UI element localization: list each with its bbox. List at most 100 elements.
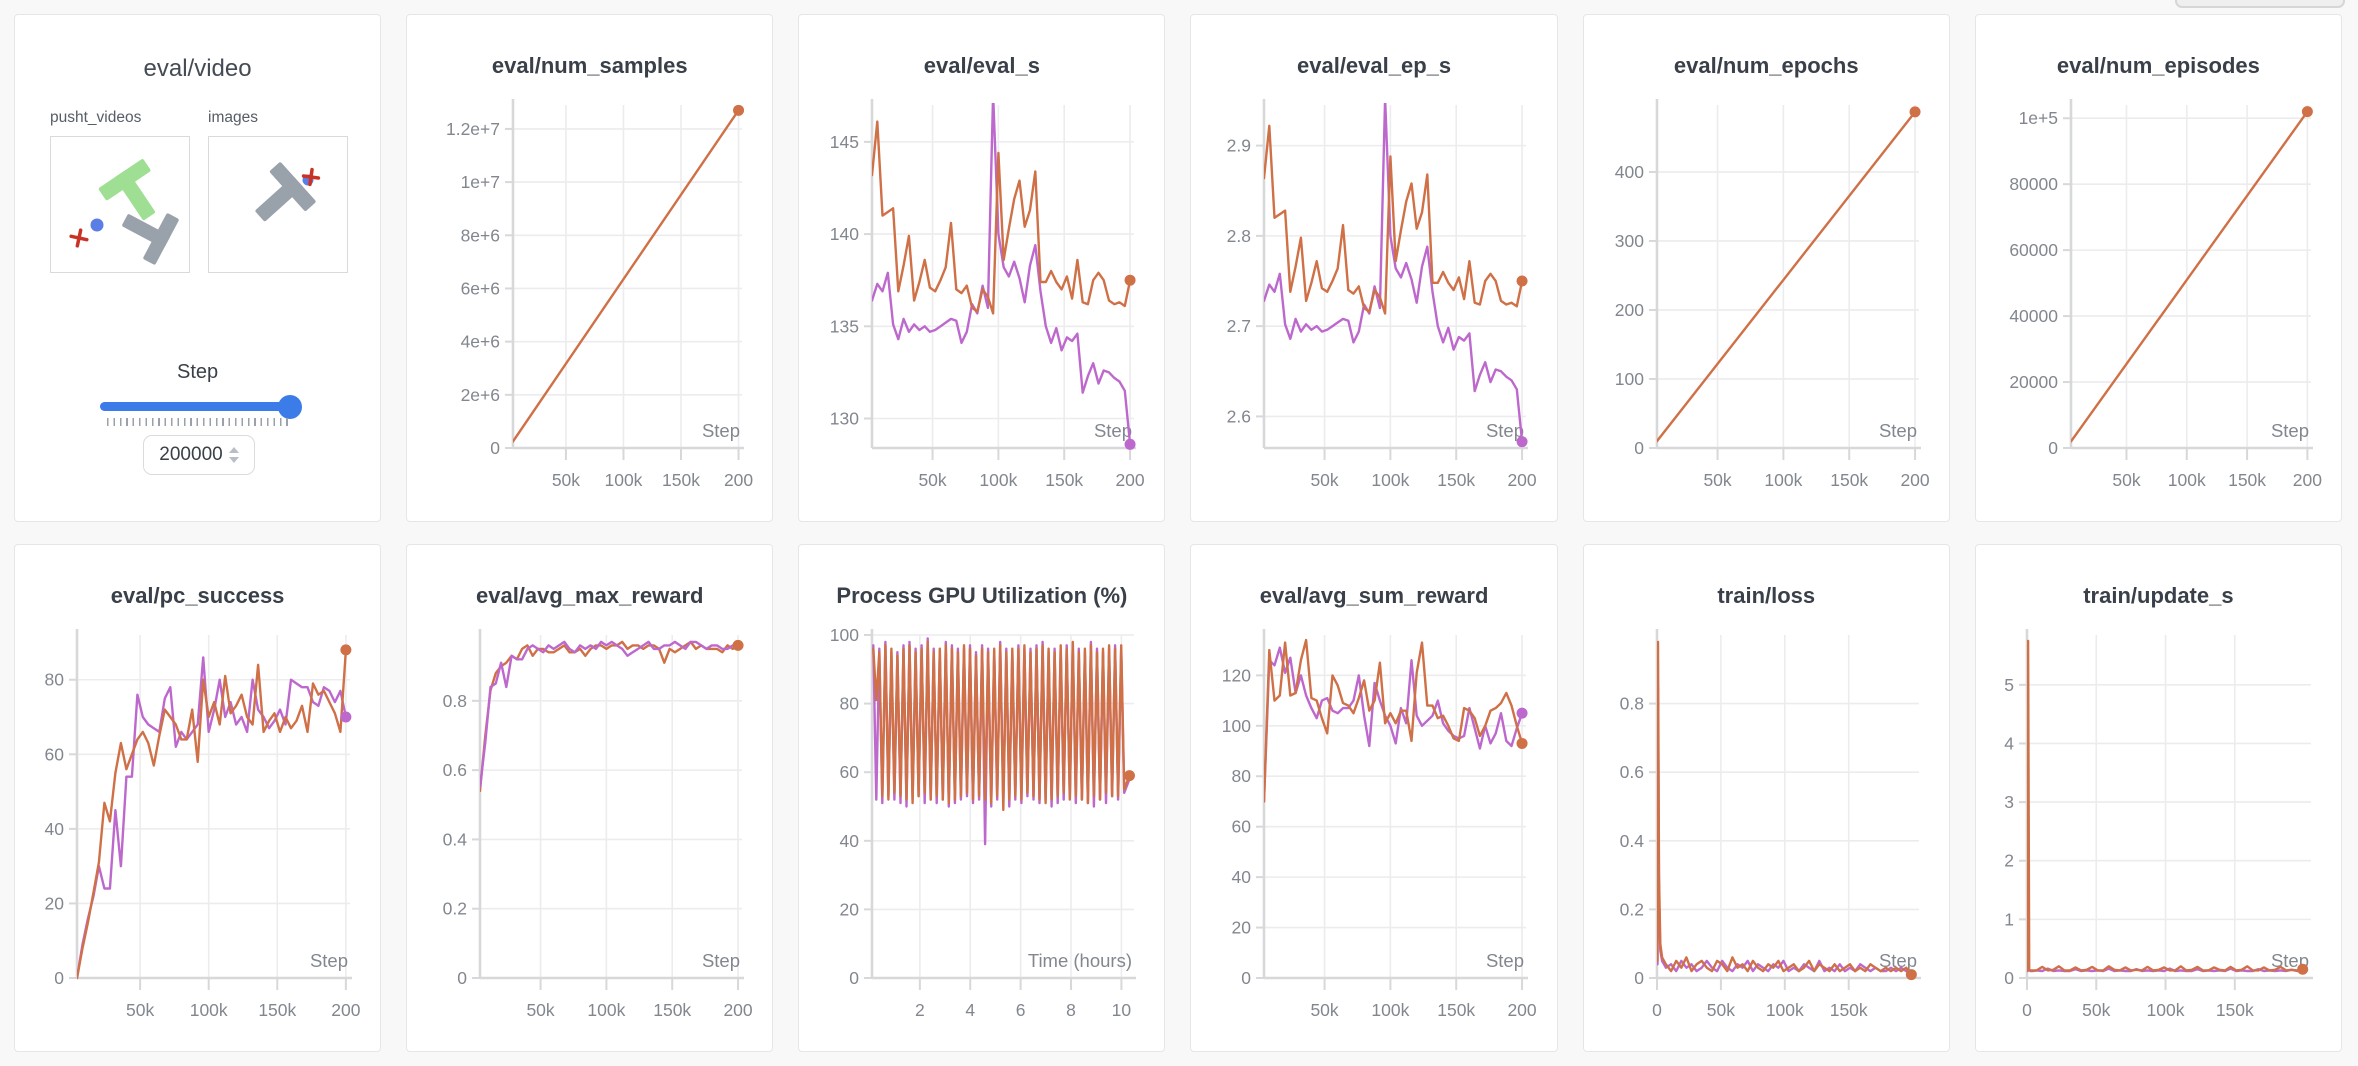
y-tick-label: 0 xyxy=(850,968,860,988)
chart-canvas-eval-avg-sum-reward[interactable]: 0 20 40 60 80 100 120 50k 100k 150k 200 Step xyxy=(1191,609,1556,1051)
video-panel-title: eval/video xyxy=(143,55,252,82)
x-tick-label: 50k xyxy=(1311,470,1339,490)
x-axis-label: Step xyxy=(2271,420,2309,441)
y-tick-label: 2 xyxy=(2004,851,2014,871)
x-tick-label: 200 xyxy=(1508,470,1537,490)
chart-canvas-train-loss[interactable]: 0 0.2 0.4 0.6 0.8 0 50k 100k 150k Step xyxy=(1584,609,1949,1051)
chart-canvas-eval-eval-ep-s[interactable]: 2.6 2.7 2.8 2.9 50k 100k 150k 200 Step xyxy=(1191,79,1556,521)
series-endpoint-dot-run-orange xyxy=(1517,275,1529,287)
panel-eval-eval-s[interactable]: eval/eval_s 130 135 140 145 50k 100k 150k 200 Ste… xyxy=(798,14,1166,522)
step-number-input[interactable]: 200000 xyxy=(143,435,255,475)
x-tick-label: 150k xyxy=(1830,470,1868,490)
panel-eval-avg-sum-reward[interactable]: eval/avg_sum_reward 0 20 40 60 80 100 120 50k 100… xyxy=(1190,544,1558,1052)
x-tick-label: 150k xyxy=(2228,470,2266,490)
series-line-run-orange xyxy=(1264,124,1524,315)
chart-canvas-eval-avg-max-reward[interactable]: 0 0.2 0.4 0.6 0.8 50k 100k 150k 200 Step xyxy=(407,609,772,1051)
x-tick-label: 200 xyxy=(2293,470,2322,490)
chart-canvas-eval-num-episodes[interactable]: 0 20000 40000 60000 80000 1e+5 50k 100k 150k 200 S… xyxy=(1976,79,2341,521)
x-tick-label: 50k xyxy=(1703,470,1731,490)
y-tick-label: 0.6 xyxy=(443,760,467,780)
y-tick-label: 0.8 xyxy=(1619,694,1643,714)
y-tick-label: 135 xyxy=(830,316,859,336)
media-item-images[interactable]: images xyxy=(208,109,349,273)
x-tick-label: 8 xyxy=(1066,1000,1076,1020)
y-tick-label: 130 xyxy=(830,408,859,428)
step-slider-track[interactable] xyxy=(100,394,302,419)
x-axis-label: Step xyxy=(1486,950,1524,971)
pusht-video-thumbnail[interactable] xyxy=(50,136,190,273)
series-line-run-purple xyxy=(1264,646,1524,803)
series-line-run-orange xyxy=(77,648,348,980)
y-tick-label: 400 xyxy=(1614,162,1643,182)
x-tick-label: 50k xyxy=(552,470,580,490)
x-tick-label: 0 xyxy=(1652,1000,1662,1020)
x-tick-label: 200 xyxy=(1900,470,1929,490)
y-tick-label: 80 xyxy=(45,670,65,690)
x-tick-label: 100k xyxy=(605,470,643,490)
x-tick-label: 100k xyxy=(2168,470,2206,490)
x-tick-label: 2 xyxy=(915,1000,925,1020)
gray-t-block xyxy=(122,213,179,265)
stepper-spinner-icon[interactable] xyxy=(228,447,239,463)
media-label: images xyxy=(208,109,258,126)
panel-eval-num-epochs[interactable]: eval/num_epochs 0 100 200 300 400 50k 100k 150k 2… xyxy=(1582,14,1950,522)
series-endpoint-dot-run-orange xyxy=(340,644,352,656)
chart-canvas-eval-eval-s[interactable]: 130 135 140 145 50k 100k 150k 200 Step xyxy=(799,79,1164,521)
x-tick-label: 4 xyxy=(966,1000,976,1020)
x-axis-label: Step xyxy=(1486,420,1524,441)
y-tick-label: 40 xyxy=(840,831,860,851)
y-tick-label: 2.9 xyxy=(1227,136,1251,156)
series-line-run-orange xyxy=(2070,110,2309,443)
y-tick-label: 60000 xyxy=(2009,240,2058,260)
panel-eval-video[interactable]: eval/video pusht_videos xyxy=(14,14,382,522)
y-tick-label: 0.6 xyxy=(1619,762,1643,782)
panel-train-loss[interactable]: train/loss 0 0.2 0.4 0.6 0.8 0 50k 100k 150k Step xyxy=(1582,544,1950,1052)
panel-train-update-s[interactable]: train/update_s 0 1 2 3 4 5 0 50k 100k 150k Step xyxy=(1974,544,2342,1052)
series-endpoint-dot-run-purple xyxy=(1517,436,1529,448)
panel-eval-pc-success[interactable]: eval/pc_success 0 20 40 60 80 50k 100k 150k 200 St… xyxy=(14,544,382,1052)
panel-eval-num-episodes[interactable]: eval/num_episodes 0 20000 40000 60000 80000 1e… xyxy=(1974,14,2342,522)
x-tick-label: 200 xyxy=(331,1000,360,1020)
x-tick-label: 50k xyxy=(2082,1000,2110,1020)
y-tick-label: 80 xyxy=(840,694,860,714)
y-tick-label: 0 xyxy=(490,438,500,458)
x-axis-label: Step xyxy=(1879,420,1917,441)
y-tick-label: 0.8 xyxy=(443,691,467,711)
panel-eval-num-samples[interactable]: eval/num_samples 0 2e+6 4e+6 6e+6 8e+6 1e+7 1.2… xyxy=(406,14,774,522)
step-slider-thumb[interactable] xyxy=(278,394,302,419)
chart-canvas-gpu-utilization[interactable]: 0 20 40 60 80 100 2 4 6 8 10 Time (hours) xyxy=(799,609,1164,1051)
chart-canvas-eval-num-epochs[interactable]: 0 100 200 300 400 50k 100k 150k 200 Step xyxy=(1584,79,1949,521)
y-tick-label: 300 xyxy=(1614,231,1643,251)
series-line-run-orange xyxy=(2026,639,2304,972)
step-slider-label: Step xyxy=(177,361,219,383)
panel-eval-eval-ep-s[interactable]: eval/eval_ep_s 2.6 2.7 2.8 2.9 50k 100k 150k 200… xyxy=(1190,14,1558,522)
y-tick-label: 0 xyxy=(54,968,64,988)
series-endpoint-dot-run-purple xyxy=(1517,707,1529,719)
x-tick-label: 50k xyxy=(1311,1000,1339,1020)
x-tick-label: 200 xyxy=(1508,1000,1537,1020)
chart-title: eval/pc_success xyxy=(110,583,285,608)
chart-canvas-eval-num-samples[interactable]: 0 2e+6 4e+6 6e+6 8e+6 1e+7 1.2e+7 50k 100k 150k 20… xyxy=(407,79,772,521)
media-item-pusht-videos[interactable]: pusht_videos xyxy=(50,109,191,273)
y-tick-label: 100 xyxy=(1614,369,1643,389)
agent-dot xyxy=(90,218,104,232)
y-tick-label: 60 xyxy=(45,744,65,764)
y-tick-label: 4e+6 xyxy=(461,332,500,352)
chart-title: Process GPU Utilization (%) xyxy=(836,583,1128,608)
x-tick-label: 6 xyxy=(1016,1000,1026,1020)
y-tick-label: 0 xyxy=(1242,968,1252,988)
chart-title: eval/eval_ep_s xyxy=(1297,53,1452,78)
x-tick-label: 150k xyxy=(653,1000,691,1020)
chart-title: train/update_s xyxy=(2083,583,2234,608)
panel-gpu-utilization[interactable]: Process GPU Utilization (%) 0 20 40 60 80 100 2… xyxy=(798,544,1166,1052)
video-media-row: pusht_videos xyxy=(50,109,349,273)
images-thumbnail[interactable] xyxy=(208,136,348,273)
y-tick-label: 1e+5 xyxy=(2018,108,2057,128)
series-line-run-orange xyxy=(1264,638,1524,803)
series-endpoint-dot-run-purple xyxy=(1124,438,1136,450)
x-tick-label: 50k xyxy=(126,1000,154,1020)
series-line-run-orange xyxy=(1656,110,1916,443)
chart-canvas-eval-pc-success[interactable]: 0 20 40 60 80 50k 100k 150k 200 Step xyxy=(15,609,380,1051)
panel-eval-avg-max-reward[interactable]: eval/avg_max_reward 0 0.2 0.4 0.6 0.8 50k 100k 1… xyxy=(406,544,774,1052)
